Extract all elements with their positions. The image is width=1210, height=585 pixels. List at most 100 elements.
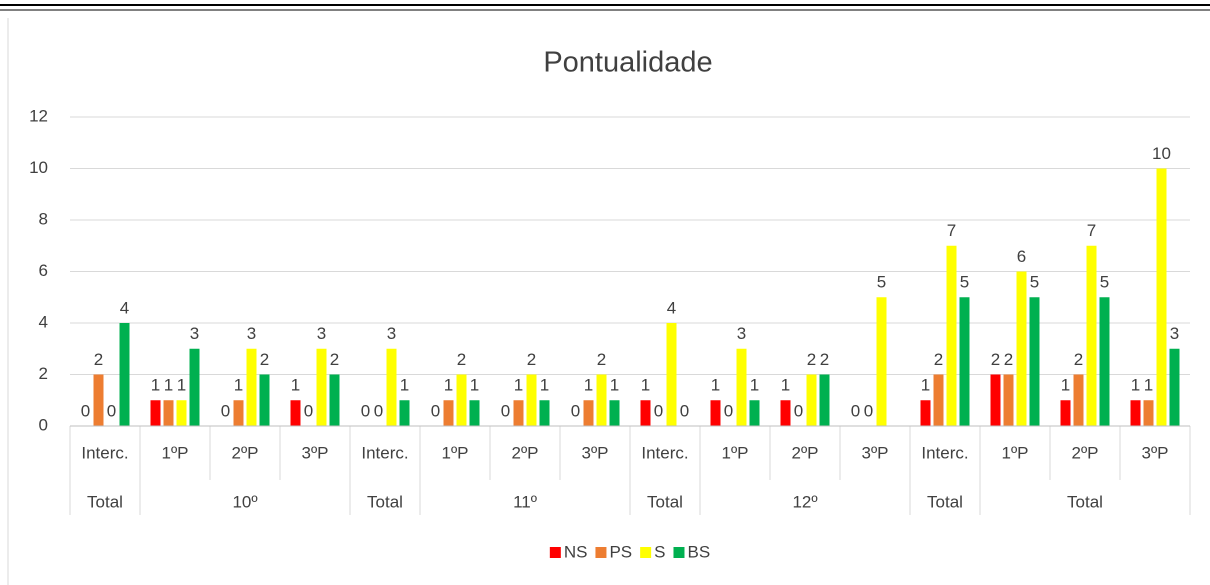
data-label: 3 [1170, 324, 1179, 343]
bar [150, 400, 161, 426]
data-label: 1 [641, 376, 650, 395]
y-tick-label: 12 [29, 106, 48, 125]
data-label: 2 [260, 350, 269, 369]
x-tick-label: 3ºP [581, 443, 608, 462]
bar [1073, 374, 1084, 426]
data-label: 0 [107, 401, 116, 420]
data-label: 2 [991, 350, 1000, 369]
x-tick-label: 3ºP [1141, 443, 1168, 462]
bar [959, 297, 970, 426]
bar [176, 400, 187, 426]
x-tick-label: 1ºP [161, 443, 188, 462]
data-label: 2 [597, 350, 606, 369]
legend-swatch [673, 547, 685, 558]
data-label: 0 [571, 401, 580, 420]
group-label: Total [367, 492, 403, 511]
x-tick-label: 2ºP [231, 443, 258, 462]
bar [290, 400, 301, 426]
data-label: 0 [851, 401, 860, 420]
data-label: 3 [387, 324, 396, 343]
bar [736, 348, 747, 426]
data-label: 0 [431, 401, 440, 420]
y-tick-label: 10 [29, 158, 48, 177]
data-label: 1 [750, 376, 759, 395]
data-label: 0 [680, 401, 689, 420]
x-tick-label: 1ºP [1001, 443, 1028, 462]
data-label: 1 [1131, 376, 1140, 395]
group-label: Total [927, 492, 963, 511]
data-label: 1 [164, 376, 173, 395]
legend-swatch [640, 547, 652, 558]
bar [1130, 400, 1141, 426]
data-label: 0 [724, 401, 733, 420]
data-label: 1 [177, 376, 186, 395]
bar [526, 374, 537, 426]
bar [1156, 168, 1167, 426]
data-label: 1 [584, 376, 593, 395]
y-tick-label: 2 [39, 364, 48, 383]
data-label: 1 [781, 376, 790, 395]
bar [513, 400, 524, 426]
bar [1003, 374, 1014, 426]
data-label: 3 [737, 324, 746, 343]
y-tick-label: 8 [39, 209, 48, 228]
data-label: 2 [527, 350, 536, 369]
data-label: 0 [794, 401, 803, 420]
data-label: 2 [1004, 350, 1013, 369]
bar [583, 400, 594, 426]
group-label: Total [87, 492, 123, 511]
bar [189, 348, 200, 426]
group-label: Total [1067, 492, 1103, 511]
data-label: 1 [291, 376, 300, 395]
bar [710, 400, 721, 426]
bar [316, 348, 327, 426]
x-tick-label: 2ºP [511, 443, 538, 462]
group-label: 12º [792, 492, 817, 511]
data-label: 2 [934, 350, 943, 369]
data-label: 5 [1100, 273, 1109, 292]
bar [1016, 271, 1027, 426]
y-tick-label: 0 [39, 415, 48, 434]
data-label: 2 [94, 350, 103, 369]
x-tick-label: 3ºP [861, 443, 888, 462]
data-label: 1 [610, 376, 619, 395]
group-label: Total [647, 492, 683, 511]
data-label: 4 [120, 298, 129, 317]
bar [1143, 400, 1154, 426]
bar [609, 400, 620, 426]
bar [666, 323, 677, 426]
bar [456, 374, 467, 426]
legend-label: S [654, 542, 665, 561]
x-tick-label: Interc. [361, 443, 408, 462]
data-label: 1 [540, 376, 549, 395]
data-label: 1 [234, 376, 243, 395]
bar [163, 400, 174, 426]
data-label: 2 [330, 350, 339, 369]
data-label: 1 [1061, 376, 1070, 395]
bar [1029, 297, 1040, 426]
data-label: 7 [1087, 221, 1096, 240]
x-tick-label: 2ºP [791, 443, 818, 462]
x-tick-label: 1ºP [721, 443, 748, 462]
legend-label: NS [564, 542, 588, 561]
data-label: 1 [711, 376, 720, 395]
bar [469, 400, 480, 426]
data-label: 5 [877, 273, 886, 292]
bar [933, 374, 944, 426]
x-tick-label: Interc. [641, 443, 688, 462]
bar [1086, 245, 1097, 426]
bar [596, 374, 607, 426]
data-label: 3 [190, 324, 199, 343]
data-label: 1 [444, 376, 453, 395]
bar [233, 400, 244, 426]
data-label: 5 [960, 273, 969, 292]
data-label: 10 [1152, 144, 1171, 163]
bar [119, 323, 130, 426]
y-tick-label: 4 [39, 312, 48, 331]
x-tick-label: 1ºP [441, 443, 468, 462]
data-label: 0 [374, 401, 383, 420]
data-label: 3 [247, 324, 256, 343]
group-label: 10º [232, 492, 257, 511]
data-label: 1 [470, 376, 479, 395]
